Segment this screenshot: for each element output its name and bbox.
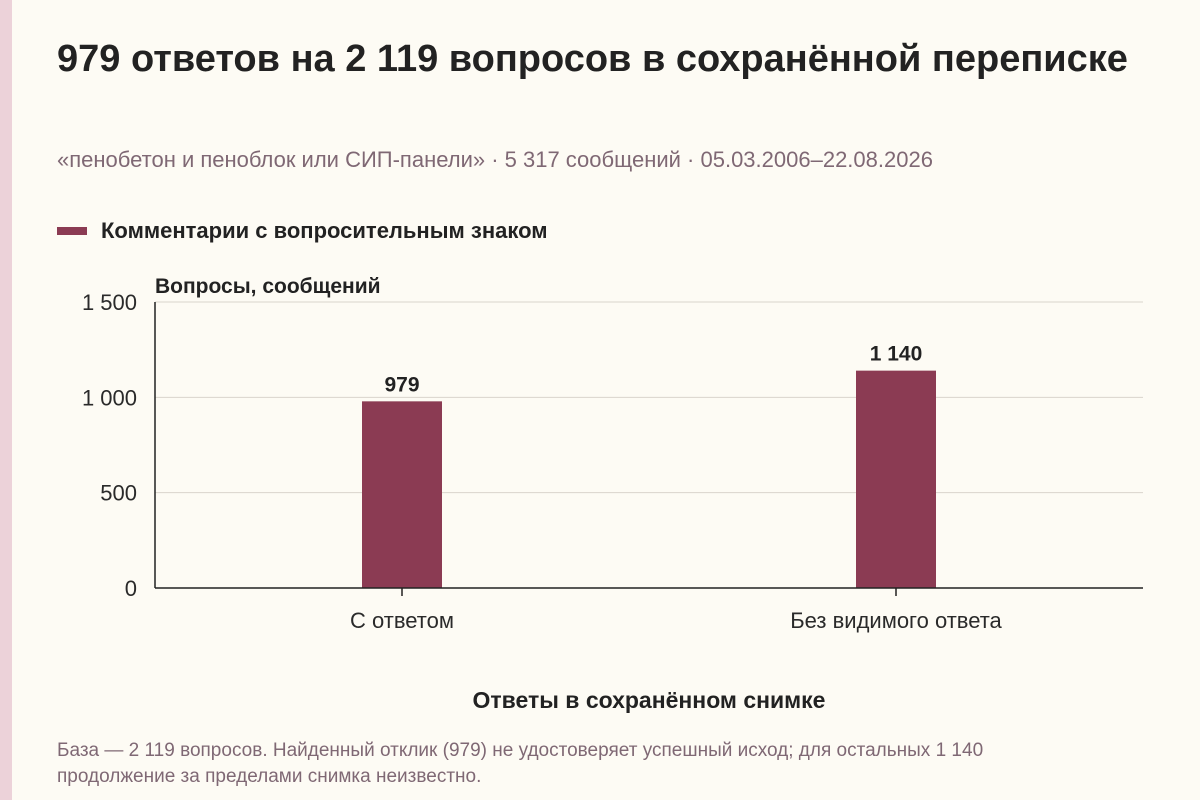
- x-tick-label: С ответом: [350, 608, 454, 633]
- bar: [362, 401, 442, 588]
- legend-label: Комментарии с вопросительным знаком: [101, 218, 548, 243]
- x-tick-label: Без видимого ответа: [790, 608, 1002, 633]
- chart-subtitle: «пенобетон и пеноблок или СИП-панели» · …: [57, 147, 933, 172]
- y-tick-label: 500: [100, 481, 137, 506]
- axes: [154, 302, 1143, 596]
- y-axis-title: Вопросы, сообщений: [155, 275, 381, 298]
- legend: Комментарии с вопросительным знаком: [57, 218, 548, 244]
- legend-swatch: [57, 227, 87, 235]
- grid-lines: [155, 301, 1143, 494]
- side-strip: [0, 0, 12, 800]
- y-tick-label: 0: [125, 576, 137, 601]
- labels: 0 500 1 000 1 500 979 С ответом 1 140 Без видим…: [82, 275, 1003, 713]
- footnote: База — 2 119 вопросов. Найденный отклик …: [57, 740, 984, 787]
- y-tick-label: 1 500: [82, 290, 137, 315]
- chart-title: 979 ответов на 2 119 вопросов в сохранён…: [57, 38, 1128, 80]
- bars: [362, 370, 936, 588]
- bar-value-label: 979: [384, 373, 419, 396]
- bar-value-label: 1 140: [870, 343, 923, 366]
- y-tick-label: 1 000: [82, 385, 137, 410]
- x-axis-title: Ответы в сохранённом снимке: [473, 687, 826, 713]
- bar: [856, 370, 936, 588]
